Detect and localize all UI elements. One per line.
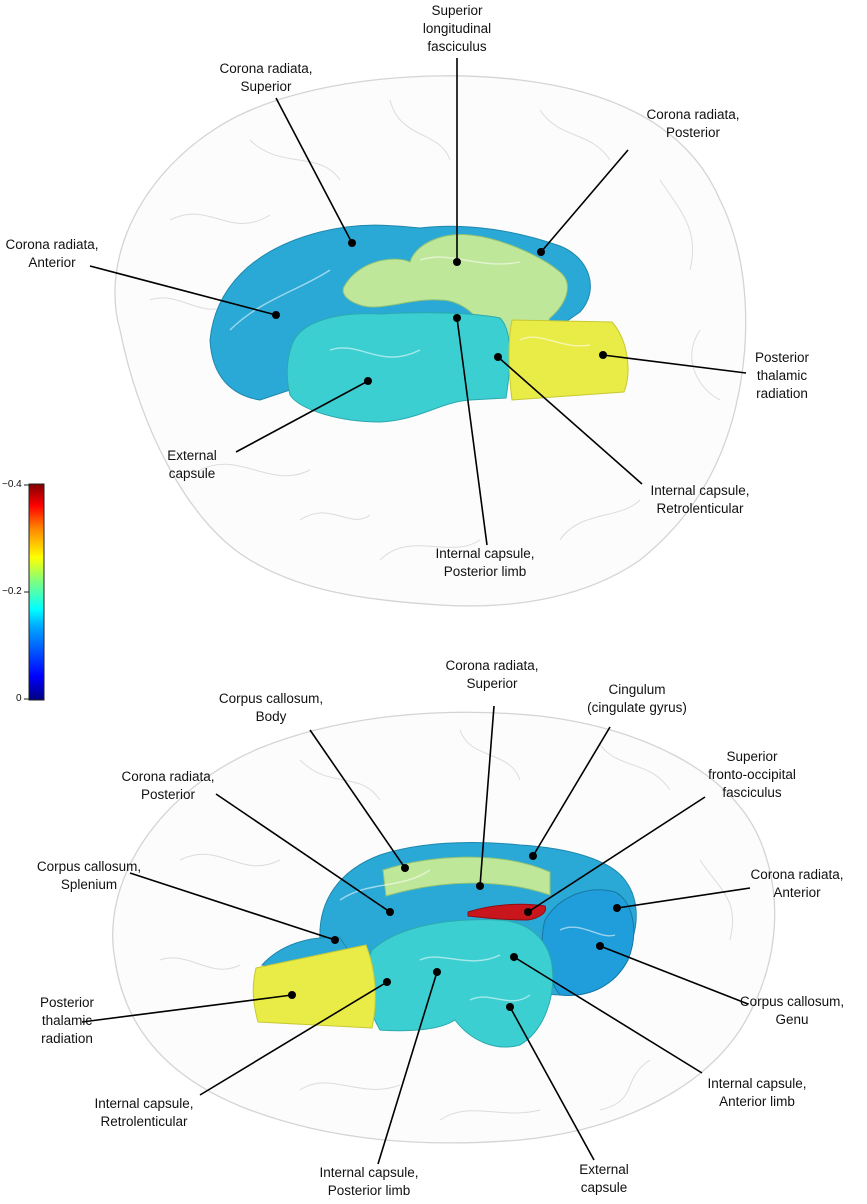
- colorbar-tick-mid: −0.2: [2, 586, 22, 597]
- leader-bot-sfof-dot: [524, 908, 532, 916]
- colorbar: [24, 483, 45, 701]
- leader-bot-crs-dot: [476, 882, 484, 890]
- leader-bot-ptr-dot: [288, 991, 296, 999]
- leader-top-ptr-dot: [599, 351, 607, 359]
- label-bottom-corpus-callosum-genu: Corpus callosum, Genu: [739, 994, 845, 1027]
- leader-bot-crs: [479, 705, 495, 887]
- leader-lines: [81, 58, 751, 1165]
- label-bottom-posterior-thalamic-radiation: Posterior thalamic radiation: [39, 995, 95, 1046]
- tract-ptr: [508, 319, 629, 401]
- leader-bot-ccs-dot: [331, 936, 339, 944]
- leader-bot-sfof: [527, 796, 706, 913]
- leader-bot-ccg: [599, 945, 749, 1005]
- leader-bot-ptr: [81, 994, 293, 1023]
- tract-cc-body: [382, 856, 551, 897]
- leader-bot-ec-dot: [506, 1003, 514, 1011]
- label-bottom-external-capsule: External capsule: [579, 1162, 629, 1195]
- leader-bot-cra-dot: [613, 904, 621, 912]
- label-bottom-superior-fronto-occipital-fasciculus: Superior fronto-occipital fasciculus: [708, 749, 796, 800]
- leader-bot-ccg-dot: [596, 942, 604, 950]
- label-top-internal-capsule-posterior-limb: Internal capsule, Posterior limb: [435, 546, 535, 579]
- leader-top-icr-dot: [494, 353, 502, 361]
- leader-bot-icpl: [377, 971, 438, 1165]
- label-top-external-capsule: External capsule: [167, 448, 217, 481]
- leader-bot-icr-dot: [383, 978, 391, 986]
- leader-bot-cing-dot: [529, 852, 537, 860]
- leader-top-ec: [235, 380, 369, 453]
- tract-cingulum: [467, 903, 547, 921]
- leader-top-icpl-dot: [453, 314, 461, 322]
- leader-top-crs-dot: [348, 239, 356, 247]
- colorbar-tick-bottom: 0: [16, 693, 22, 704]
- leader-bot-crp-dot: [386, 908, 394, 916]
- leader-top-crs: [275, 97, 353, 244]
- label-bottom-corona-radiata-superior: Corona radiata, Superior: [445, 658, 539, 691]
- colorbar-tick-top: −0.4: [2, 479, 22, 490]
- label-bottom-internal-capsule-retrolenticular: Internal capsule, Retrolenticular: [94, 1096, 194, 1129]
- brain-sulci: [149, 99, 721, 561]
- leader-top-crp-dot: [537, 248, 545, 256]
- label-top-posterior-thalamic-radiation: Posterior thalamic radiation: [754, 350, 810, 401]
- leader-bot-ccb: [309, 729, 406, 869]
- leader-top-cra-dot: [272, 311, 280, 319]
- colorbar-gradient: [28, 483, 45, 701]
- leader-bot-icpl-dot: [433, 968, 441, 976]
- label-top-internal-capsule-retrolenticular: Internal capsule, Retrolenticular: [650, 483, 750, 516]
- leader-top-cra: [89, 265, 277, 316]
- leader-bot-ical: [513, 956, 703, 1074]
- leader-top-slf-dot: [453, 258, 461, 266]
- label-bottom-corpus-callosum-splenium: Corpus callosum, Splenium: [36, 859, 142, 892]
- label-top-corona-radiata-posterior: Corona radiata, Posterior: [646, 107, 740, 140]
- label-bottom-corona-radiata-anterior: Corona radiata, Anterior: [750, 867, 844, 900]
- leader-bot-ical-dot: [510, 953, 518, 961]
- leader-bot-ccs: [129, 872, 336, 941]
- label-bottom-internal-capsule-posterior-limb: Internal capsule, Posterior limb: [319, 1165, 419, 1198]
- leader-bot-cing: [532, 726, 611, 857]
- leader-bot-cra: [616, 887, 751, 909]
- tract-capsules: [365, 919, 554, 1048]
- leader-bot-ec: [509, 1006, 595, 1161]
- leader-top-crp: [540, 149, 629, 253]
- label-bottom-cingulum: Cingulum (cingulate gyrus): [587, 682, 687, 715]
- leader-top-ptr: [602, 354, 747, 374]
- label-bottom-corona-radiata-posterior: Corona radiata, Posterior: [121, 769, 215, 802]
- leader-bot-crp: [215, 793, 391, 913]
- label-top-superior-longitudinal-fasciculus: Superior longitudinal fasciculus: [422, 3, 492, 54]
- label-top-corona-radiata-anterior: Corona radiata, Anterior: [5, 237, 99, 270]
- label-bottom-internal-capsule-anterior-limb: Internal capsule, Anterior limb: [707, 1076, 807, 1109]
- leader-bot-ccb-dot: [401, 864, 409, 872]
- leader-top-ec-dot: [364, 377, 372, 385]
- leader-top-icpl: [456, 317, 488, 546]
- leader-bot-icr: [199, 981, 388, 1096]
- label-top-corona-radiata-superior: Corona radiata, Superior: [219, 61, 313, 94]
- bottom-brain: [112, 711, 776, 1144]
- leader-top-icr: [497, 356, 643, 485]
- label-bottom-corpus-callosum-body: Corpus callosum, Body: [218, 691, 324, 724]
- top-brain: [114, 75, 747, 607]
